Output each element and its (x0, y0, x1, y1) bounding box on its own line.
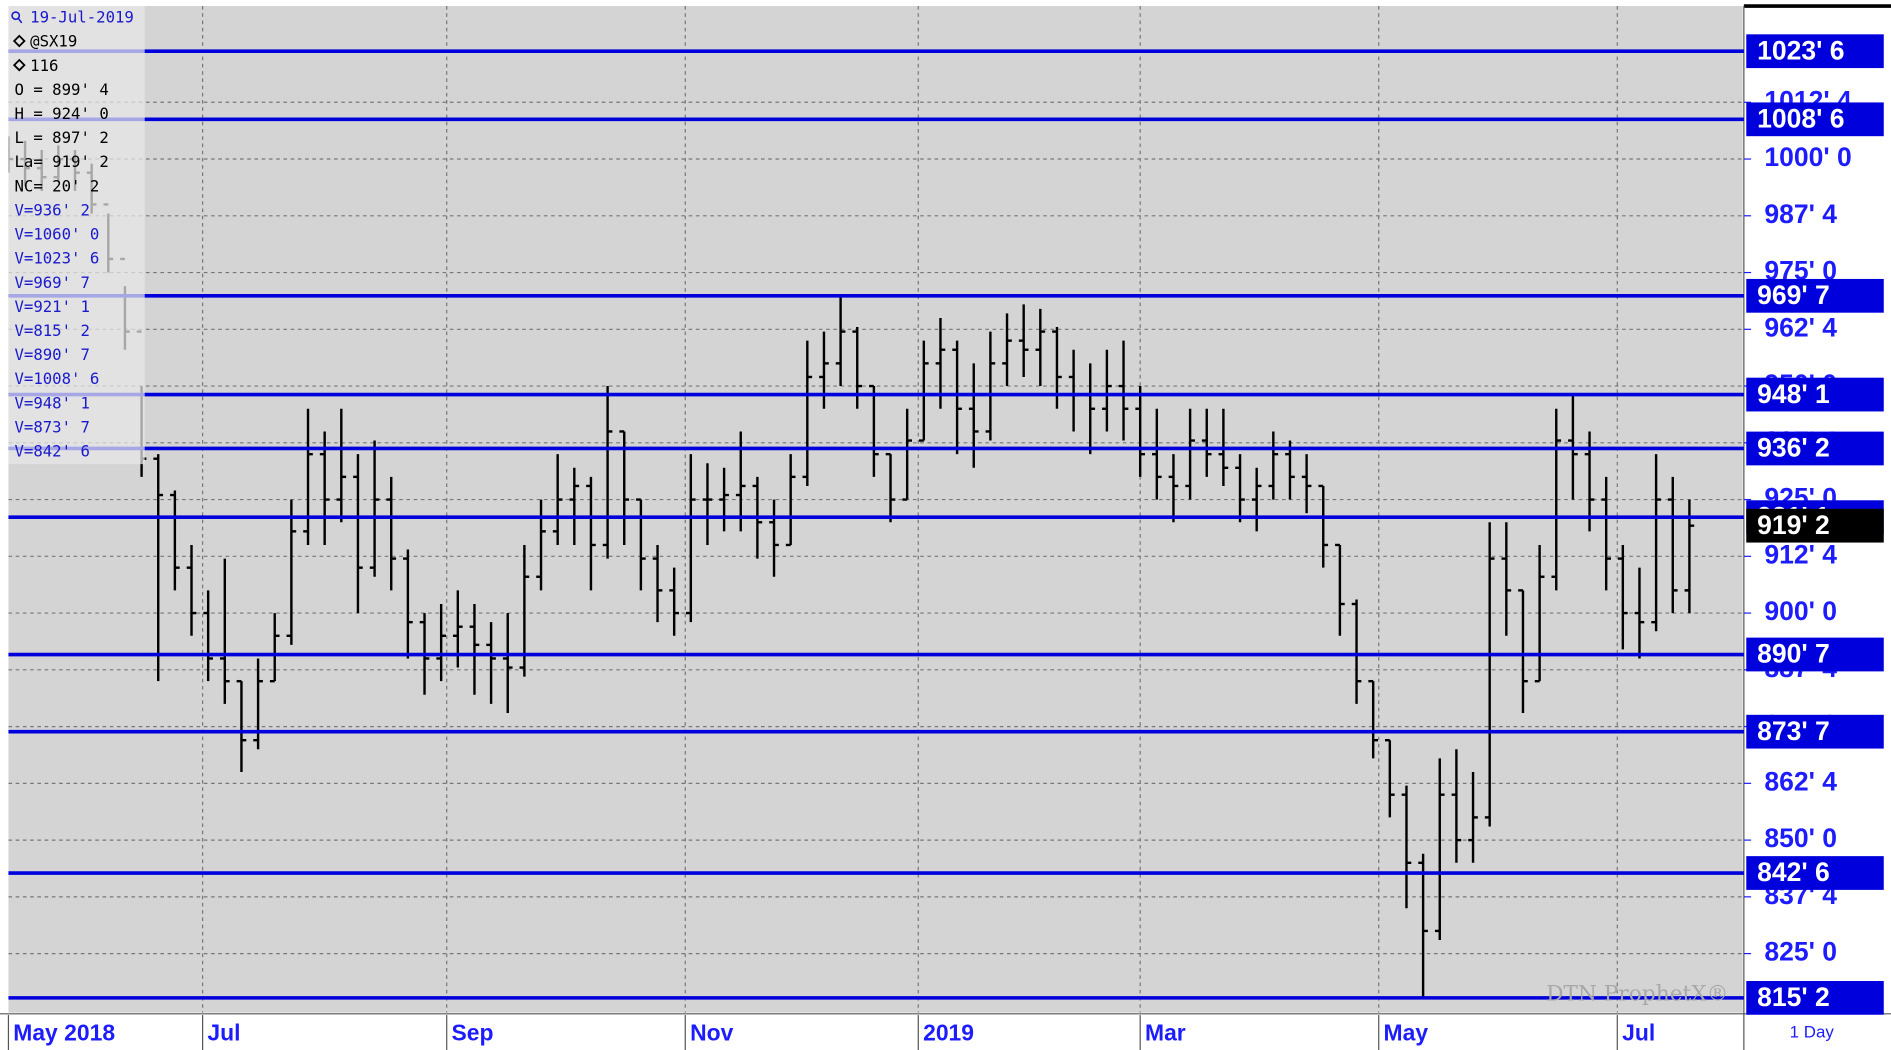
x-tick-label: 2019 (923, 1019, 974, 1045)
level-tag (1746, 34, 1884, 69)
level-label: 1023' 6 (1757, 35, 1844, 65)
level-label: 969' 7 (1757, 280, 1830, 310)
x-tick-label: Mar (1145, 1019, 1186, 1045)
x-tick-label: Jul (207, 1019, 240, 1045)
y-tick-label: 912' 4 (1764, 539, 1837, 569)
y-tick-label: 825' 0 (1764, 937, 1837, 967)
legend-item: V=948' 1 (14, 393, 89, 412)
legend-item: V=1008' 6 (14, 369, 99, 388)
last-tag (1746, 508, 1884, 543)
level-tag (1746, 278, 1884, 313)
level-label: 936' 2 (1757, 433, 1830, 463)
diamond-icon (12, 58, 26, 72)
legend-item: 19-Jul-2019 (30, 8, 134, 27)
legend-item: H = 924' 0 (14, 104, 108, 123)
legend-item: V=873' 7 (14, 417, 89, 436)
x-tick-label: Nov (690, 1019, 734, 1045)
legend-item: L = 897' 2 (14, 128, 108, 147)
x-tick-label: Jul (1622, 1019, 1655, 1045)
level-tag (1746, 980, 1884, 1015)
search-icon (11, 11, 21, 21)
legend-box (8, 6, 145, 465)
last-label: 919' 2 (1757, 510, 1830, 540)
legend-item: V=890' 7 (14, 345, 89, 364)
search-icon (17, 17, 23, 24)
diamond-icon (12, 34, 26, 48)
level-tag (1746, 637, 1884, 672)
level-tag (1746, 431, 1884, 466)
level-tag (1746, 856, 1884, 890)
legend-item: V=815' 2 (14, 321, 89, 340)
legend-item: V=969' 7 (14, 273, 89, 292)
level-label: 1008' 6 (1757, 104, 1844, 134)
x-tick-label: Sep (452, 1019, 494, 1045)
legend-item: V=921' 1 (14, 297, 89, 316)
legend-item: V=936' 2 (14, 200, 89, 219)
level-label: 842' 6 (1757, 857, 1830, 887)
legend-item: V=1023' 6 (14, 249, 99, 268)
level-tag (1746, 102, 1884, 137)
y-tick-label: 962' 4 (1764, 312, 1837, 342)
legend-item: La= 919' 2 (14, 152, 108, 171)
legend-item: V=842' 6 (14, 442, 89, 461)
level-label: 890' 7 (1757, 639, 1830, 669)
y-tick-label: 987' 4 (1764, 199, 1837, 229)
level-label: 873' 7 (1757, 716, 1830, 746)
level-tag (1746, 714, 1884, 749)
plot-area (8, 6, 1743, 1013)
legend-item: NC= 20' 2 (14, 176, 99, 195)
legend-item: V=1060' 0 (14, 225, 99, 244)
y-tick-label: 900' 0 (1764, 596, 1837, 626)
legend-item: @SX19 (30, 32, 77, 51)
x-tick-label: May 2018 (13, 1019, 115, 1045)
legend-item: O = 899' 4 (14, 80, 108, 99)
legend-item: 116 (30, 56, 58, 75)
level-label: 948' 1 (1757, 379, 1830, 409)
watermark: DTN ProphetX® (1546, 982, 1728, 1007)
interval-label: 1 Day (1790, 1023, 1835, 1042)
y-tick-label: 862' 4 (1764, 766, 1837, 796)
level-tag (1746, 377, 1884, 412)
y-tick-label: 850' 0 (1764, 823, 1837, 853)
level-label: 815' 2 (1757, 982, 1830, 1012)
y-tick-label: 1000' 0 (1764, 142, 1851, 172)
x-tick-label: May (1384, 1019, 1429, 1045)
